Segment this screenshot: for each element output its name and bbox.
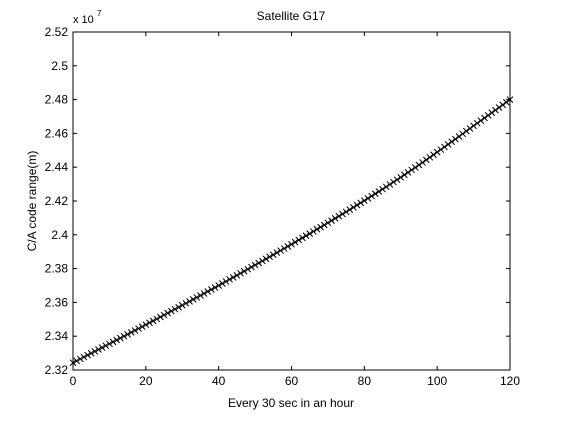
y-axis-label: C/A code range(m) <box>25 151 39 252</box>
y-tick-label: 2.42 <box>45 194 69 208</box>
y-tick-label: 2.4 <box>51 228 68 242</box>
x-tick-label: 120 <box>500 374 520 388</box>
y-tick-label: 2.5 <box>51 59 68 73</box>
y-tick-label: 2.52 <box>45 25 69 39</box>
x-tick-label: 60 <box>285 374 299 388</box>
y-tick-label: 2.34 <box>45 329 69 343</box>
y-axis-exponent-base: x 10 <box>73 14 94 26</box>
x-tick-label: 0 <box>70 374 77 388</box>
y-tick-label: 2.36 <box>45 295 69 309</box>
y-tick-label: 2.46 <box>45 126 69 140</box>
x-axis-label: Every 30 sec in an hour <box>228 396 354 410</box>
x-tick-label: 80 <box>358 374 372 388</box>
x-tick-label: 40 <box>212 374 226 388</box>
y-tick-label: 2.48 <box>45 93 69 107</box>
x-tick-label: 100 <box>427 374 447 388</box>
y-tick-label: 2.38 <box>45 262 69 276</box>
y-tick-label: 2.44 <box>45 160 69 174</box>
y-axis-exponent-power: 7 <box>97 9 102 18</box>
y-tick-label: 2.32 <box>45 363 69 377</box>
plot-area <box>73 32 510 370</box>
chart-title: Satellite G17 <box>257 9 326 23</box>
x-tick-label: 20 <box>139 374 153 388</box>
